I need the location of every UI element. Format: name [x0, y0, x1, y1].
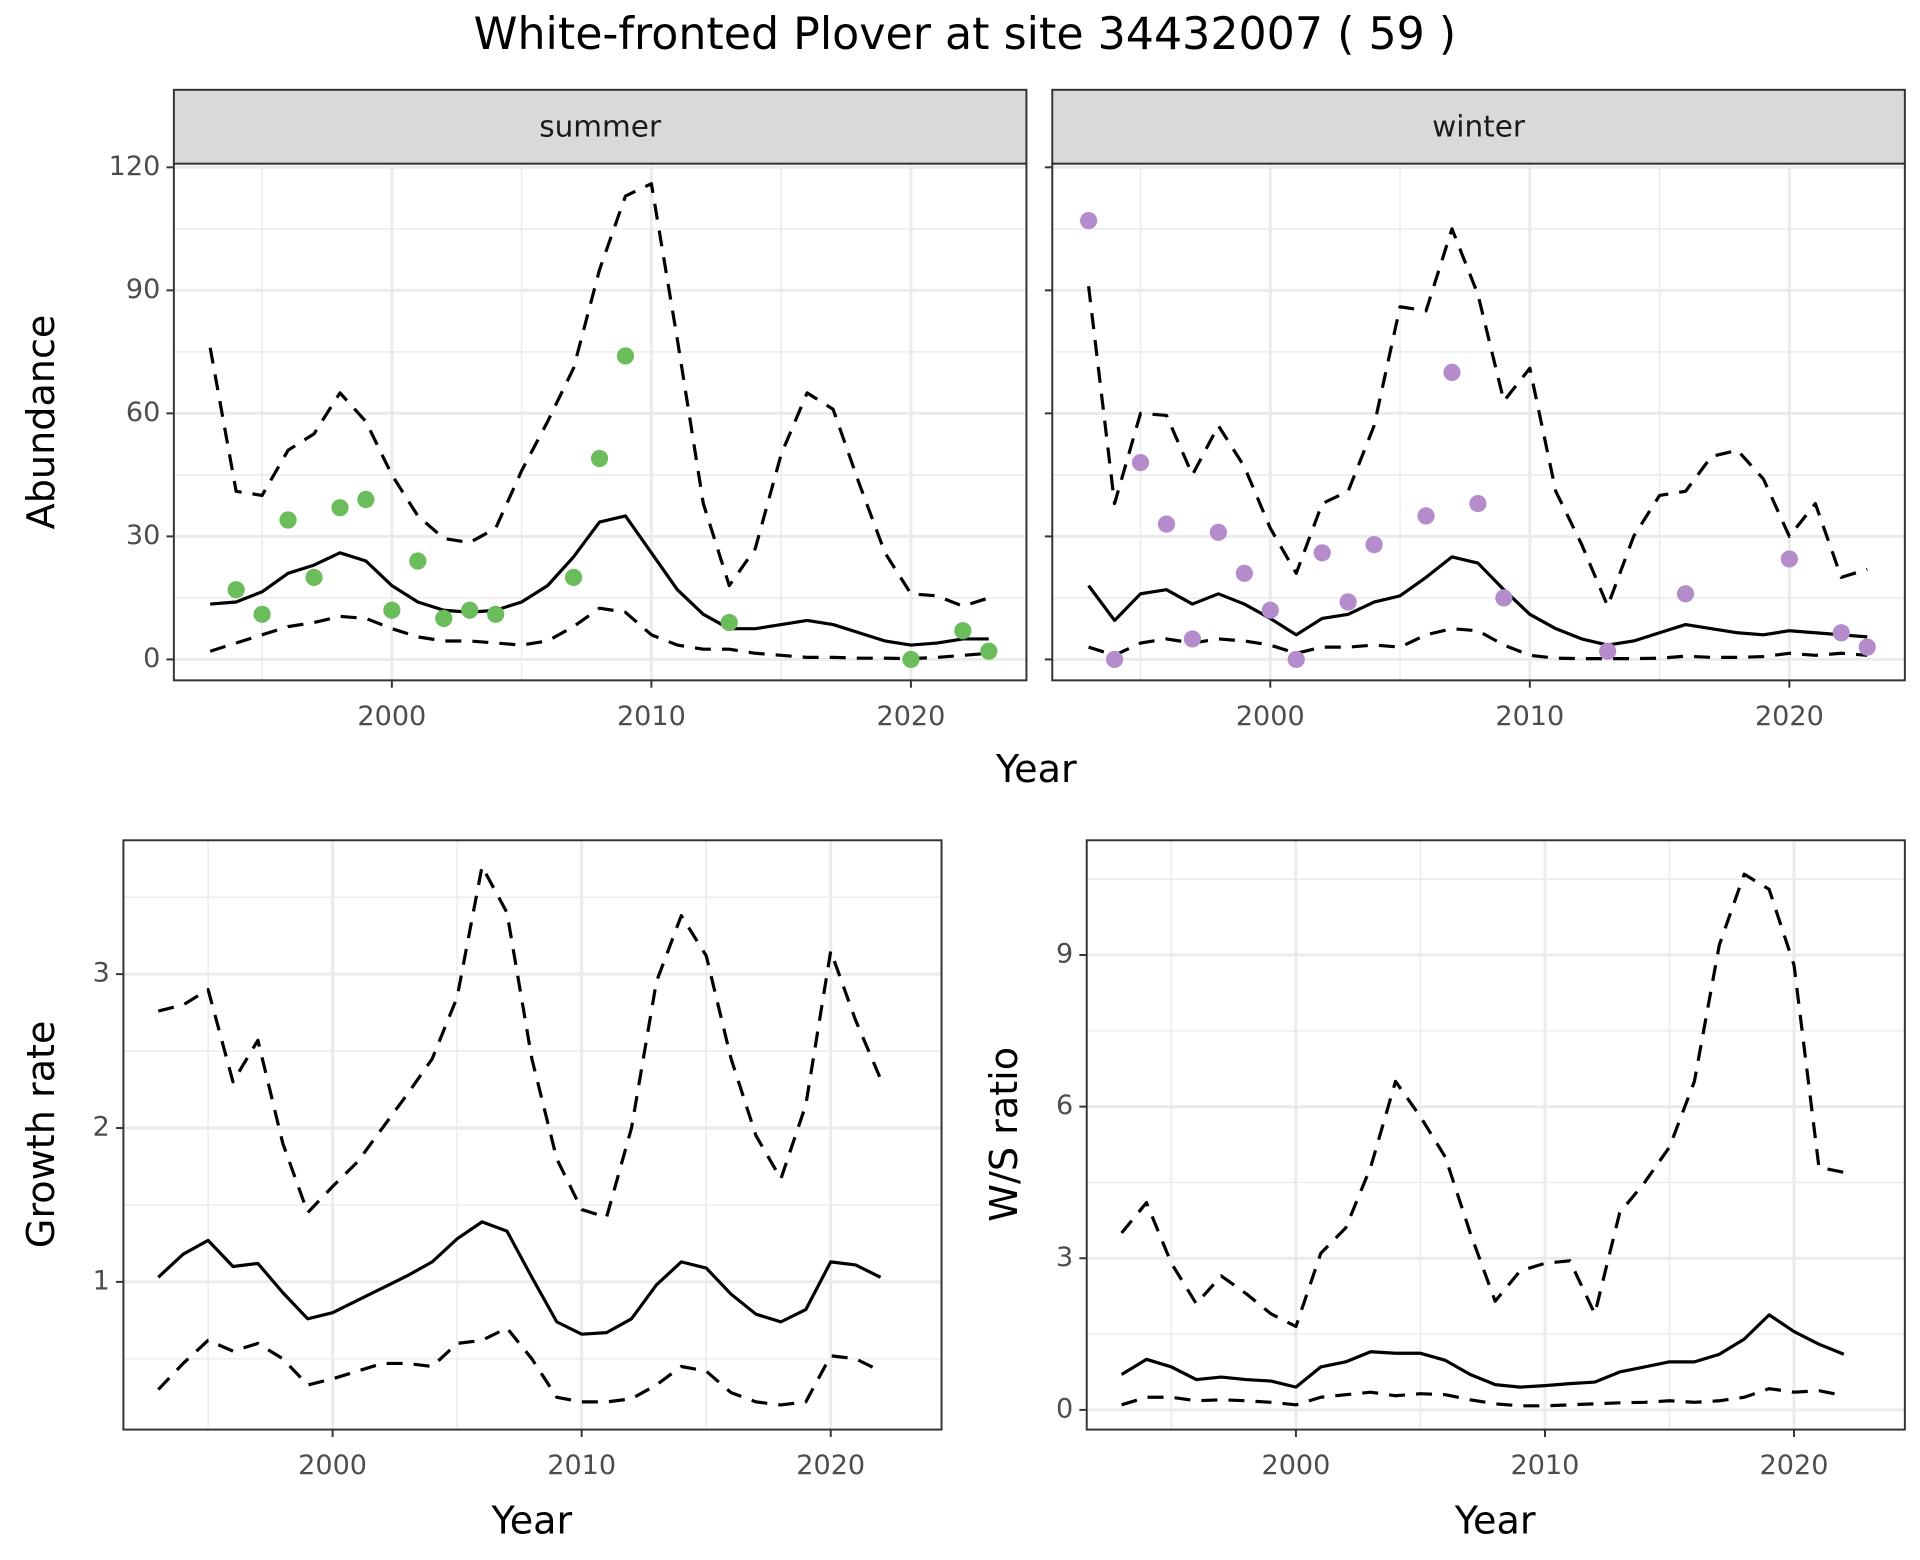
x-tick-label: 2020	[877, 701, 946, 732]
interval-line	[208, 182, 990, 608]
data-point	[1339, 593, 1357, 611]
data-point	[409, 552, 427, 570]
data-point	[902, 650, 920, 669]
data-point	[1131, 453, 1150, 472]
panel-background	[173, 163, 1027, 681]
data-point	[1105, 650, 1124, 669]
x-axis-title: Year	[491, 1499, 573, 1543]
y-tick-label: 1	[93, 1265, 110, 1296]
panel-border	[1085, 839, 1906, 1431]
x-axis-title: Year	[1454, 1499, 1536, 1543]
data-point	[1287, 650, 1305, 669]
data-point	[357, 490, 375, 509]
strip	[1051, 88, 1906, 165]
x-tick-label: 2020	[1755, 701, 1824, 732]
y-tick-label: 120	[109, 151, 161, 182]
mean-line	[157, 1220, 882, 1336]
data-point	[1183, 630, 1202, 648]
y-tick-label: 30	[126, 520, 160, 551]
data-point	[227, 581, 245, 599]
y-tick-label: 9	[1056, 939, 1073, 970]
mean-line	[1120, 1313, 1845, 1389]
panel-background	[1052, 163, 1905, 681]
y-axis-title: Growth rate	[19, 1021, 63, 1249]
interval-line	[209, 606, 989, 661]
data-point	[461, 601, 479, 619]
y-tick-label: 0	[1056, 1393, 1073, 1424]
y-tick-label: 3	[93, 958, 110, 989]
data-point	[1365, 535, 1383, 554]
panel-background	[123, 840, 942, 1430]
data-point	[1495, 589, 1513, 607]
data-point	[590, 449, 609, 468]
data-point	[564, 568, 583, 587]
x-axis-title: Year	[995, 747, 1077, 791]
data-point	[253, 605, 271, 623]
y-tick-label: 3	[1056, 1242, 1073, 1273]
data-point	[616, 347, 635, 365]
x-tick-label: 2010	[1495, 701, 1564, 732]
data-point	[1469, 494, 1487, 513]
y-tick-label: 90	[126, 274, 160, 305]
data-point	[954, 622, 972, 640]
interval-line	[157, 1326, 882, 1407]
plot-area	[157, 864, 882, 1407]
interval-line	[157, 864, 882, 1219]
data-point	[1443, 363, 1461, 381]
data-point	[305, 568, 323, 587]
data-point	[487, 605, 505, 623]
data-point	[1599, 642, 1617, 660]
data-point	[435, 609, 453, 628]
data-point	[1676, 585, 1695, 603]
figure-title: White-fronted Plover at site 34432007 ( …	[474, 9, 1456, 60]
panel-background	[1086, 840, 1905, 1430]
x-tick-label: 2010	[617, 701, 686, 732]
x-tick-label: 2000	[1262, 1450, 1331, 1481]
y-axis-title: W/S ratio	[982, 1047, 1026, 1222]
data-point	[279, 511, 297, 529]
strip-label: winter	[1432, 109, 1526, 143]
interval-line	[1121, 1387, 1845, 1408]
data-point	[383, 601, 401, 619]
data-point	[1079, 212, 1098, 230]
plot-area	[1079, 212, 1876, 669]
data-point	[1235, 564, 1253, 582]
data-point	[1832, 624, 1850, 642]
strip	[172, 88, 1028, 165]
y-tick-label: 2	[93, 1112, 110, 1143]
mean-line	[210, 514, 989, 647]
plot-area	[208, 182, 998, 669]
data-point	[1157, 515, 1176, 533]
x-tick-label: 2020	[796, 1450, 865, 1481]
data-point	[1261, 601, 1279, 619]
x-tick-label: 2000	[357, 701, 426, 732]
data-point	[720, 613, 738, 632]
strip-label: summer	[539, 109, 662, 143]
panel-border	[122, 839, 943, 1431]
y-tick-label: 60	[126, 397, 160, 428]
data-point	[980, 642, 998, 660]
x-tick-label: 2010	[547, 1450, 616, 1481]
plot-area	[1120, 872, 1845, 1408]
data-point	[1858, 638, 1876, 656]
y-tick-label: 6	[1056, 1090, 1073, 1121]
x-tick-label: 2020	[1760, 1450, 1829, 1481]
data-point	[1780, 550, 1798, 568]
data-point	[1417, 507, 1435, 525]
data-point	[1313, 544, 1331, 562]
data-point	[331, 499, 349, 517]
y-axis-title: Abundance	[19, 315, 63, 530]
data-point	[1209, 523, 1227, 541]
x-tick-label: 2000	[298, 1450, 367, 1481]
x-tick-label: 2000	[1236, 701, 1305, 732]
mean-line	[1087, 555, 1868, 647]
x-tick-label: 2010	[1511, 1450, 1580, 1481]
y-tick-label: 0	[143, 643, 160, 674]
